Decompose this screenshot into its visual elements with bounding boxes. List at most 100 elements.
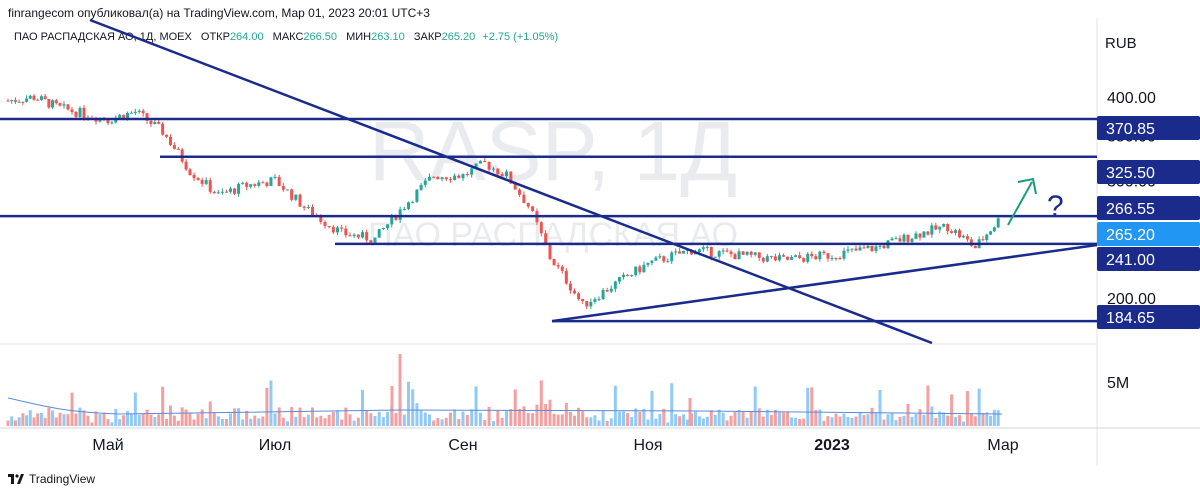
- candle-body: [678, 251, 682, 254]
- tradingview-footer[interactable]: TradingView: [8, 472, 95, 486]
- tradingview-logo-icon: [8, 474, 24, 484]
- candle-body: [954, 230, 958, 233]
- candle-body: [782, 255, 785, 257]
- candle-body: [269, 177, 273, 187]
- volume-bar: [894, 420, 898, 426]
- candle-body: [141, 110, 145, 114]
- high-value: 266.50: [303, 31, 338, 43]
- candle-body: [62, 104, 66, 106]
- volume-bar: [717, 409, 721, 426]
- candle-body: [910, 238, 914, 242]
- volume-bar: [369, 413, 373, 426]
- volume-bar: [822, 420, 826, 426]
- volume-bar: [509, 409, 513, 426]
- volume-bar: [70, 392, 74, 426]
- candle-body: [950, 231, 954, 233]
- candle-body: [786, 256, 790, 260]
- candle-body: [898, 238, 902, 242]
- volume-bar: [786, 411, 790, 426]
- volume-bar: [745, 417, 749, 426]
- volume-bar: [646, 419, 650, 426]
- volume-bar: [265, 387, 269, 426]
- volume-bar: [411, 389, 415, 426]
- volume-bar: [814, 410, 818, 426]
- volume-bar: [290, 407, 294, 426]
- ascending-trendline: [551, 243, 1098, 323]
- volume-bar: [688, 398, 692, 426]
- candle-body: [311, 207, 314, 217]
- volume-bar: [729, 415, 733, 426]
- candle-body: [985, 234, 989, 241]
- volume-bar: [165, 419, 169, 426]
- candle-body: [386, 224, 390, 229]
- candle-body: [934, 225, 938, 230]
- candle-body: [522, 194, 526, 204]
- candle-body: [682, 250, 686, 254]
- volume-bar: [906, 404, 910, 426]
- candle-body: [423, 180, 427, 185]
- candle-body: [66, 104, 70, 110]
- candle-body: [241, 182, 245, 184]
- price-label-text: 370.85: [1106, 121, 1155, 138]
- volume-bar: [344, 407, 348, 426]
- volume-bar: [798, 419, 802, 426]
- volume-bar: [878, 390, 882, 426]
- volume-bar: [122, 415, 126, 426]
- descending-trendline: [89, 18, 933, 345]
- volume-bar: [327, 414, 331, 426]
- candle-body: [858, 247, 862, 251]
- candle-body: [930, 225, 934, 235]
- volume-bar: [474, 386, 478, 426]
- candle-body: [237, 183, 241, 194]
- volume-bar: [212, 412, 216, 426]
- volume-bar: [78, 407, 82, 426]
- candle-body: [70, 109, 74, 113]
- candle-body: [54, 100, 58, 104]
- candle-body: [505, 171, 508, 177]
- candle-body: [25, 98, 29, 102]
- volume-bar: [365, 410, 369, 426]
- candle-body: [705, 246, 709, 248]
- volume-bar: [133, 392, 137, 426]
- volume-bar: [670, 383, 674, 426]
- volume-bar: [589, 417, 593, 426]
- candle-body: [942, 224, 946, 227]
- volume-bar: [28, 410, 32, 426]
- volume-bar: [930, 406, 934, 426]
- volume-bar: [806, 387, 810, 426]
- volume-bar: [423, 412, 427, 426]
- candle-body: [564, 270, 568, 284]
- candle-body: [552, 259, 556, 266]
- volume-bar: [453, 409, 457, 426]
- volume-bar: [348, 414, 352, 426]
- candle-body: [216, 192, 220, 194]
- volume-bar: [294, 416, 298, 426]
- candle-body: [319, 216, 323, 222]
- candle-body: [487, 161, 491, 170]
- candle-body: [28, 95, 32, 99]
- candle-body: [36, 99, 40, 101]
- volume-bar: [36, 413, 40, 426]
- candle-body: [474, 163, 478, 169]
- volume-bar: [54, 417, 58, 426]
- volume-bar: [298, 407, 302, 426]
- symbol-name[interactable]: ПАО РАСПАДСКАЯ АО, 1Д, MOEX: [14, 31, 192, 43]
- volume-bar: [237, 408, 241, 426]
- candle-body: [509, 171, 513, 184]
- high-label: МАКС: [272, 31, 304, 43]
- close-value: 265.20: [441, 31, 476, 43]
- candle-body: [850, 248, 854, 250]
- candle-body: [32, 95, 36, 100]
- candle-body: [938, 226, 942, 230]
- volume-bar: [461, 411, 465, 426]
- volume-bar: [749, 411, 753, 426]
- attribution-text: finrangecom опубликовал(а) на TradingVie…: [8, 6, 430, 20]
- open-value: 264.00: [229, 31, 264, 43]
- volume-bar: [377, 411, 381, 426]
- volume-bar: [658, 413, 662, 426]
- volume-bar: [126, 410, 130, 426]
- candle-body: [548, 244, 552, 260]
- volume-bar: [228, 413, 232, 426]
- volume-bar: [693, 411, 697, 426]
